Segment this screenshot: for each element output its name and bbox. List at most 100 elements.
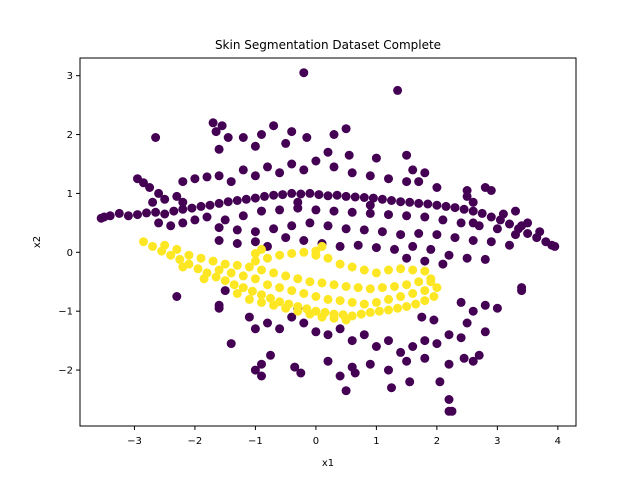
data-point: [244, 262, 254, 272]
data-point: [371, 243, 381, 253]
data-point: [302, 133, 312, 142]
x-tick-label: 0: [313, 436, 319, 447]
data-point: [296, 189, 306, 199]
data-point: [220, 276, 230, 286]
data-point: [208, 256, 218, 266]
data-point: [244, 294, 254, 304]
plot-frame: [79, 57, 577, 427]
data-point: [205, 200, 215, 210]
data-point: [332, 190, 342, 200]
data-point: [247, 286, 257, 296]
y-axis-label: x2: [32, 236, 43, 248]
data-point: [257, 265, 266, 275]
data-point: [344, 150, 354, 160]
data-point: [257, 244, 266, 254]
data-point: [139, 178, 148, 188]
data-point: [426, 244, 436, 254]
data-point: [505, 240, 514, 250]
data-point: [377, 194, 387, 204]
data-point: [314, 190, 324, 200]
data-points: [96, 68, 560, 416]
data-point: [347, 262, 357, 272]
data-point: [384, 365, 393, 375]
data-point: [365, 200, 375, 210]
data-point: [456, 218, 466, 228]
data-point: [341, 191, 351, 201]
data-point: [287, 159, 297, 169]
data-point: [408, 342, 418, 351]
data-point: [323, 356, 333, 366]
data-point: [317, 312, 327, 322]
data-point: [447, 406, 457, 416]
data-point: [311, 156, 321, 166]
data-point: [299, 236, 309, 245]
data-point: [232, 260, 242, 270]
data-point: [250, 237, 260, 247]
data-point: [299, 165, 309, 175]
data-point: [250, 324, 260, 334]
data-point: [193, 264, 203, 274]
data-point: [353, 283, 363, 293]
data-point: [290, 362, 300, 372]
data-point: [335, 296, 345, 306]
data-point: [459, 204, 469, 214]
data-point: [250, 141, 260, 151]
data-point: [214, 265, 224, 275]
data-point: [405, 377, 415, 387]
data-point: [408, 165, 418, 175]
data-point: [99, 212, 109, 222]
data-point: [226, 339, 236, 349]
data-point: [238, 283, 248, 293]
data-point: [402, 177, 412, 187]
data-point: [257, 371, 266, 381]
data-point: [172, 292, 182, 301]
data-point: [396, 197, 406, 207]
data-point: [257, 359, 266, 369]
data-point: [305, 188, 315, 198]
data-point: [511, 230, 520, 240]
data-point: [199, 274, 209, 284]
data-point: [178, 262, 188, 272]
data-point: [329, 313, 339, 323]
data-point: [299, 68, 309, 78]
data-point: [384, 294, 393, 304]
data-point: [317, 241, 327, 251]
data-point: [257, 290, 266, 300]
x-tick-label: 4: [555, 436, 561, 447]
data-point: [329, 162, 339, 172]
data-point: [523, 229, 533, 238]
data-point: [317, 278, 327, 288]
data-point: [371, 342, 381, 351]
data-point: [269, 268, 279, 278]
data-point: [250, 227, 260, 237]
data-point: [296, 368, 306, 378]
data-point: [374, 306, 384, 316]
data-point: [426, 274, 436, 284]
y-tick-label: 2: [67, 130, 73, 141]
data-point: [492, 303, 502, 313]
data-point: [450, 203, 460, 213]
data-point: [190, 215, 200, 225]
data-point: [281, 138, 291, 148]
data-point: [480, 327, 490, 337]
data-point: [172, 244, 182, 254]
data-point: [408, 241, 418, 251]
data-point: [160, 209, 170, 219]
data-point: [166, 250, 176, 260]
data-point: [402, 253, 412, 263]
data-point: [250, 274, 260, 284]
data-point: [468, 218, 478, 228]
data-point: [311, 327, 321, 337]
data-point: [293, 274, 303, 284]
data-point: [535, 227, 545, 237]
data-point: [269, 121, 279, 131]
data-point: [187, 203, 197, 213]
data-point: [305, 309, 315, 319]
data-point: [257, 130, 266, 139]
data-point: [323, 221, 333, 231]
data-point: [263, 253, 272, 263]
data-point: [420, 296, 430, 306]
data-point: [275, 324, 285, 334]
data-point: [359, 265, 369, 275]
data-point: [217, 121, 227, 131]
